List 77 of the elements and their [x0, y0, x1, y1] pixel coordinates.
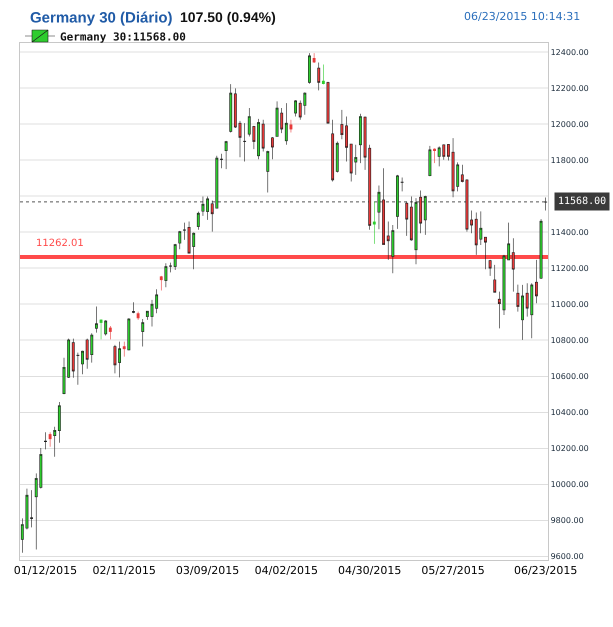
- y-tick-label: 11800.00: [550, 156, 589, 165]
- candlestick: [331, 119, 334, 182]
- chart-subtitle: 107.50 (0.94%): [180, 9, 276, 25]
- x-tick-label: 02/11/2015: [92, 564, 156, 578]
- y-tick-label: 10600.00: [550, 372, 589, 382]
- y-tick-label: 11000.00: [550, 300, 589, 309]
- candlestick: [210, 200, 214, 232]
- candlestick: [493, 264, 496, 293]
- candlestick: [294, 100, 298, 117]
- candlestick: [243, 122, 246, 162]
- x-tick-label: 05/27/2015: [421, 564, 485, 578]
- candlestick: [424, 195, 427, 236]
- candlestick: [322, 64, 325, 84]
- candlestick: [132, 302, 135, 314]
- candlestick: [160, 276, 163, 291]
- chart-title: Germany 30 (Diário): [30, 9, 173, 26]
- x-tick-label: 03/09/2015: [176, 564, 240, 578]
- candlestick: [317, 62, 320, 91]
- candlestick: [270, 136, 274, 160]
- candlestick: [308, 52, 311, 84]
- y-tick-label: 12000.00: [550, 120, 589, 129]
- candlestick: [540, 218, 542, 280]
- ref-line-label: 11262.01: [36, 238, 84, 249]
- y-tick-label: 12200.00: [550, 84, 589, 93]
- candlestick: [141, 318, 144, 347]
- candlestick: [58, 402, 61, 444]
- y-tick-label: 12400.00: [550, 48, 589, 57]
- candlestick: [48, 432, 52, 447]
- candlestick: [428, 146, 432, 177]
- candlestick: [108, 326, 112, 340]
- candlestick: [326, 81, 330, 124]
- x-tick-label: 04/02/2015: [254, 564, 318, 578]
- candlestick: [44, 432, 47, 450]
- candlestick: [136, 311, 140, 320]
- candlestick: [53, 426, 56, 458]
- candlestick: [72, 338, 75, 378]
- candlestick: [90, 332, 94, 363]
- candlestick: [224, 140, 228, 170]
- x-tick-label: 06/23/2015: [514, 564, 578, 578]
- candlestick: [405, 201, 408, 236]
- candlestick: [433, 148, 436, 164]
- candlestick: [34, 473, 38, 550]
- candlestick: [94, 306, 98, 333]
- candlestick: [303, 92, 306, 115]
- candlestick: [39, 448, 42, 489]
- candlestick: [372, 201, 376, 244]
- candlestick: [196, 211, 200, 230]
- candlestick: [290, 119, 292, 133]
- y-tick-label: 11400.00: [550, 228, 589, 237]
- candlestick: [488, 260, 492, 276]
- text: 06/23/2015 10:14:31: [464, 10, 580, 23]
- candlestick: [391, 224, 394, 274]
- candlestick: [248, 108, 251, 137]
- candlestick: [544, 197, 548, 211]
- x-tick-label: 01/12/2015: [14, 564, 78, 578]
- y-tick-label: 11200.00: [550, 264, 589, 273]
- candlestick: [534, 260, 538, 304]
- candlestick: [530, 283, 534, 339]
- candlestick: [127, 318, 130, 351]
- candlestick: [512, 238, 515, 292]
- y-tick-label: 10800.00: [550, 336, 589, 346]
- y-tick-label: 10200.00: [550, 444, 589, 454]
- candlestick: [284, 102, 288, 146]
- y-tick-label: 9800.00: [550, 516, 584, 526]
- x-tick-label: 04/30/2015: [338, 564, 402, 578]
- candlestick: [122, 341, 126, 357]
- candlestick: [266, 150, 270, 193]
- candlestick: [386, 221, 390, 260]
- y-tick-label: 10400.00: [550, 408, 589, 418]
- candlestick: [474, 212, 478, 256]
- candlestick: [312, 52, 316, 64]
- candlestick: [438, 146, 441, 167]
- ref-line-label: 11568.00: [558, 196, 606, 207]
- y-tick-label: 10000.00: [550, 480, 589, 490]
- y-tick-label: 9600.00: [550, 552, 584, 562]
- candlestick: [354, 144, 358, 176]
- legend-label: Germany 30:11568.00: [60, 30, 186, 44]
